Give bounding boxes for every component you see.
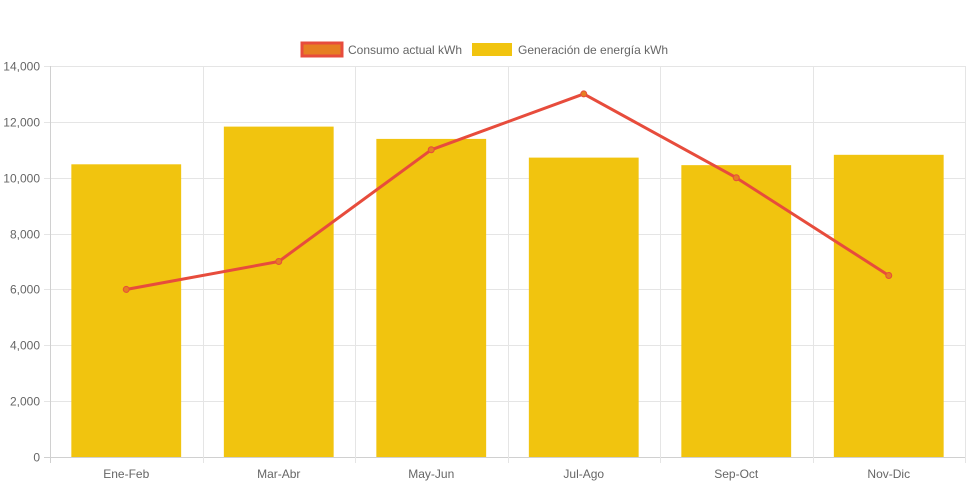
- legend-swatch-generacion: [472, 43, 512, 56]
- bar-may-jun[interactable]: [376, 138, 487, 458]
- y-tick-label: 10,000: [3, 172, 40, 186]
- line-series: [122, 90, 893, 293]
- x-tick-label: Jul-Ago: [563, 467, 604, 481]
- consumo-line: [125, 92, 890, 291]
- y-tick-label: 8,000: [10, 228, 40, 242]
- x-tick-label: Nov-Dic: [867, 467, 910, 481]
- bar-mar-abr[interactable]: [223, 126, 334, 457]
- y-tick-label: 0: [33, 451, 40, 465]
- consumo-point-sep-oct[interactable]: [732, 174, 740, 182]
- consumo-point-jul-ago[interactable]: [580, 90, 588, 98]
- y-tick-label: 2,000: [10, 395, 40, 409]
- bar-ene-feb[interactable]: [71, 164, 182, 457]
- bar-series: [71, 126, 944, 458]
- legend-item-consumo[interactable]: Consumo actual kWh: [300, 41, 462, 58]
- consumo-point-nov-dic[interactable]: [885, 271, 893, 279]
- x-tick-label: Ene-Feb: [103, 467, 149, 481]
- bar-nov-dic[interactable]: [833, 154, 944, 457]
- axes: 0 2,000 4,000 6,000 8,000 10,000 12,000 14,000 E…: [3, 60, 910, 482]
- consumo-point-mar-abr[interactable]: [275, 258, 283, 265]
- x-tick-label: Sep-Oct: [714, 467, 759, 481]
- legend-label-consumo: Consumo actual kWh: [348, 43, 462, 57]
- bar-sep-oct[interactable]: [681, 165, 792, 457]
- bar-jul-ago[interactable]: [528, 157, 639, 457]
- y-tick-label: 4,000: [10, 339, 40, 353]
- legend-label-generacion: Generación de energía kWh: [518, 43, 668, 57]
- legend-swatch-consumo: [300, 41, 344, 58]
- x-tick-label: May-Jun: [408, 467, 454, 481]
- legend: Consumo actual kWh Generación de energía…: [300, 41, 668, 58]
- y-tick-label: 14,000: [3, 60, 40, 74]
- legend-item-generacion[interactable]: Generación de energía kWh: [472, 43, 668, 57]
- y-tick-label: 12,000: [3, 116, 40, 130]
- grid-lines: [44, 66, 966, 463]
- x-tick-label: Mar-Abr: [257, 467, 300, 481]
- consumo-point-ene-feb[interactable]: [122, 285, 130, 293]
- y-tick-label: 6,000: [10, 283, 40, 297]
- consumo-point-may-jun[interactable]: [427, 146, 435, 154]
